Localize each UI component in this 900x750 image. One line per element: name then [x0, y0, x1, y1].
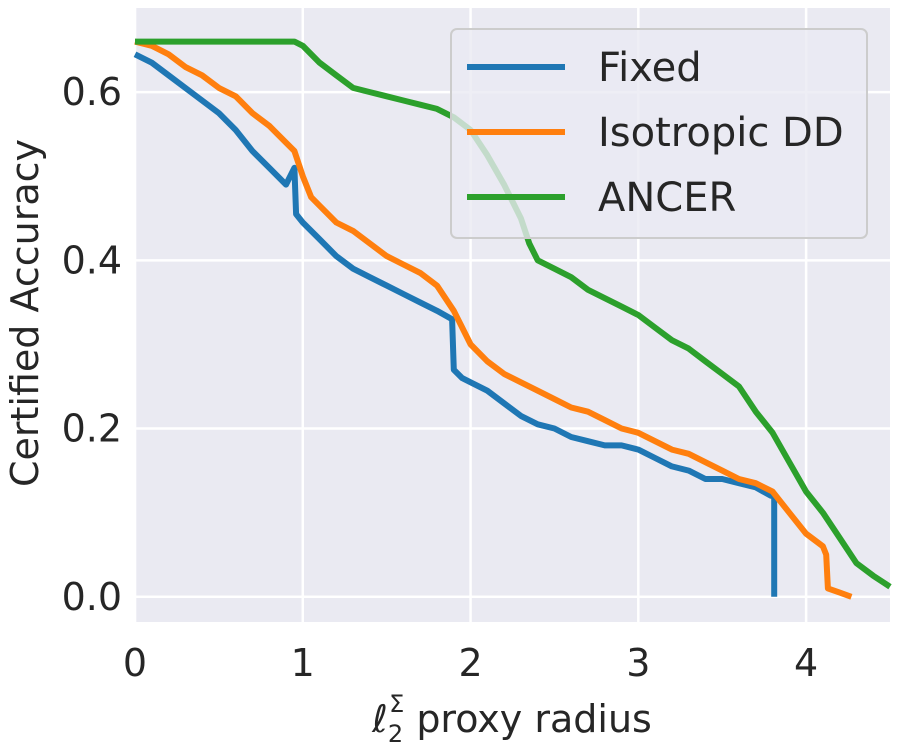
x-tick-label: 0 — [123, 641, 147, 685]
y-tick-label: 0.4 — [62, 238, 122, 282]
series-line-isotropic-dd — [134, 38, 853, 600]
series-line-fixed — [133, 51, 778, 597]
series-line-ancer — [135, 38, 892, 590]
legend: Fixed Isotropic DD ANCER — [450, 28, 868, 239]
x-axis-label-rest: proxy radius — [416, 697, 652, 741]
legend-label: Fixed — [598, 45, 702, 91]
legend-label: Isotropic DD — [598, 110, 844, 156]
y-tick-label: 0.2 — [62, 407, 122, 451]
x-tick-label: 3 — [626, 641, 650, 685]
legend-frame — [450, 28, 868, 239]
x-tick-label: 2 — [458, 641, 482, 685]
y-tick-label: 0.6 — [62, 70, 122, 114]
tick-labels: 0 1 2 3 4 0.0 0.2 0.4 0.6 — [62, 70, 819, 685]
legend-label: ANCER — [598, 175, 736, 221]
y-axis-label: Certified Accuracy — [3, 139, 47, 487]
x-axis-label-sub: 2 — [388, 720, 403, 748]
x-tick-label: 4 — [794, 641, 818, 685]
x-tick-label: 1 — [291, 641, 315, 685]
x-axis-label: ℓ2Σ proxy radius — [371, 690, 652, 748]
x-axis-label-sup: Σ — [389, 690, 404, 718]
series-layer — [133, 38, 892, 600]
x-axis-label-main: ℓ — [371, 697, 388, 741]
y-tick-label: 0.0 — [62, 575, 122, 619]
